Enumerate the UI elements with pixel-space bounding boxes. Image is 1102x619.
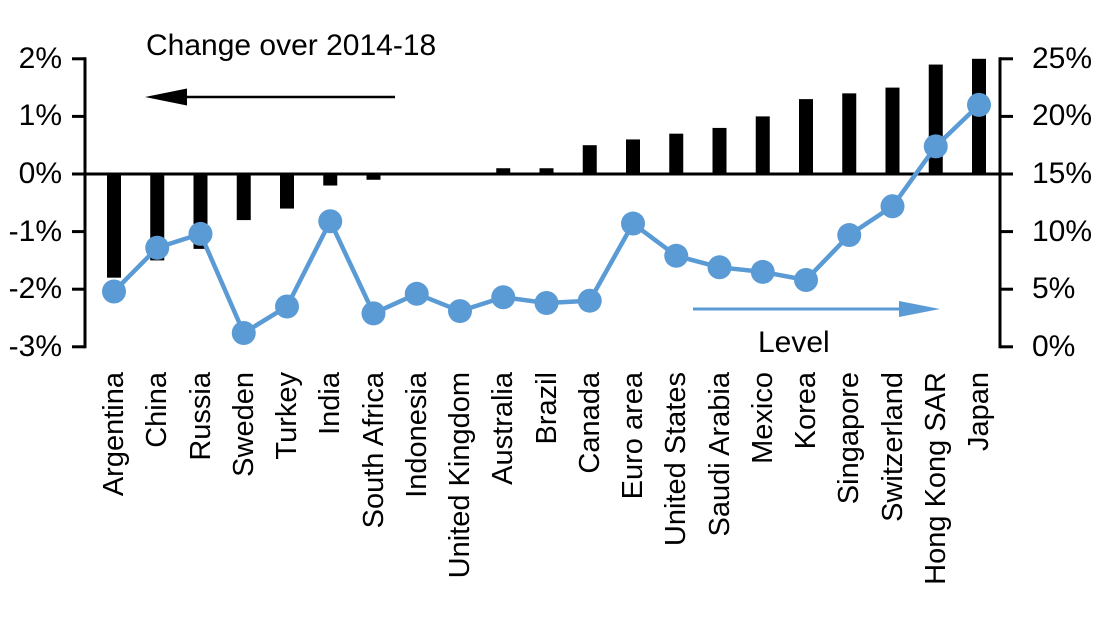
level-marker-saudi-arabia xyxy=(707,255,732,280)
level-marker-mexico xyxy=(750,259,775,284)
level-marker-united-kingdom xyxy=(448,299,472,324)
bar-saudi-arabia xyxy=(712,127,727,174)
category-label-indonesia: Indonesia xyxy=(400,372,433,498)
bar-south-africa xyxy=(366,174,381,180)
bar-argentina xyxy=(107,174,121,278)
right-axis-tick-label: 0% xyxy=(1032,329,1076,363)
level-marker-united-states xyxy=(664,243,689,268)
bar-brazil xyxy=(539,168,554,174)
level-marker-argentina xyxy=(102,279,126,304)
level-marker-india xyxy=(318,209,343,234)
category-label-saudi-arabia: Saudi Arabia xyxy=(703,372,736,537)
category-label-canada: Canada xyxy=(573,372,606,474)
bar-korea xyxy=(799,99,813,174)
left-axis-tick-label: -1% xyxy=(8,214,62,248)
category-label-united-kingdom: United Kingdom xyxy=(444,372,476,579)
category-label-australia: Australia xyxy=(487,372,520,485)
level-marker-sweden xyxy=(231,320,256,345)
category-label-mexico: Mexico xyxy=(746,372,779,464)
level-marker-euro-area xyxy=(621,211,645,236)
level-marker-turkey xyxy=(275,294,299,319)
bar-sweden xyxy=(236,174,251,221)
category-label-russia: Russia xyxy=(184,372,217,461)
left-axis-tick-label: -2% xyxy=(8,272,62,306)
bar-singapore xyxy=(842,93,857,174)
change-left-arrowhead-icon xyxy=(145,88,187,106)
left-axis-tick-label: -3% xyxy=(8,329,62,363)
bar-australia xyxy=(496,168,511,174)
bar-canada xyxy=(582,145,597,174)
bar-euro-area xyxy=(626,139,640,174)
bar-series-title: Change over 2014-18 xyxy=(146,29,437,62)
category-label-turkey: Turkey xyxy=(271,372,303,460)
level-marker-canada xyxy=(577,288,602,313)
level-marker-hong-kong-sar xyxy=(923,134,948,159)
bar-united-states xyxy=(669,133,684,174)
bar-switzerland xyxy=(885,87,900,174)
category-label-argentina: Argentina xyxy=(98,372,130,497)
level-marker-switzerland xyxy=(880,194,905,219)
category-label-india: India xyxy=(314,372,347,435)
category-label-sweden: Sweden xyxy=(227,372,260,477)
level-marker-china xyxy=(145,235,170,260)
category-label-singapore: Singapore xyxy=(833,372,866,505)
category-label-brazil: Brazil xyxy=(530,372,563,445)
category-label-south-africa: South Africa xyxy=(357,372,390,529)
level-marker-singapore xyxy=(837,223,862,248)
category-label-hong-kong-sar: Hong Kong SAR xyxy=(919,372,952,585)
level-marker-south-africa xyxy=(361,301,386,326)
category-label-united-states: United States xyxy=(660,372,693,547)
right-axis-tick-label: 25% xyxy=(1032,41,1093,75)
bar-turkey xyxy=(280,174,294,209)
level-marker-korea xyxy=(794,267,818,292)
right-axis-tick-label: 15% xyxy=(1032,157,1093,190)
bar-india xyxy=(323,174,338,186)
left-axis-tick-label: 0% xyxy=(18,157,62,190)
level-marker-japan xyxy=(967,92,991,117)
level-marker-australia xyxy=(491,285,516,310)
right-axis-tick-label: 20% xyxy=(1032,99,1093,133)
category-label-korea: Korea xyxy=(790,372,822,450)
bar-mexico xyxy=(755,116,770,174)
left-axis-tick-label: 2% xyxy=(18,41,62,75)
level-marker-russia xyxy=(188,221,213,246)
level-right-arrowhead-icon xyxy=(899,301,940,317)
level-marker-indonesia xyxy=(404,281,429,306)
category-label-euro-area: Euro area xyxy=(617,372,649,500)
line-series-title: Level xyxy=(758,326,830,359)
category-label-switzerland: Switzerland xyxy=(876,372,909,522)
level-marker-brazil xyxy=(534,291,559,316)
right-axis-tick-label: 10% xyxy=(1032,214,1093,248)
right-axis-tick-label: 5% xyxy=(1032,272,1076,306)
left-axis-tick-label: 1% xyxy=(18,99,62,133)
category-label-china: China xyxy=(141,372,174,448)
category-label-japan: Japan xyxy=(963,372,995,452)
